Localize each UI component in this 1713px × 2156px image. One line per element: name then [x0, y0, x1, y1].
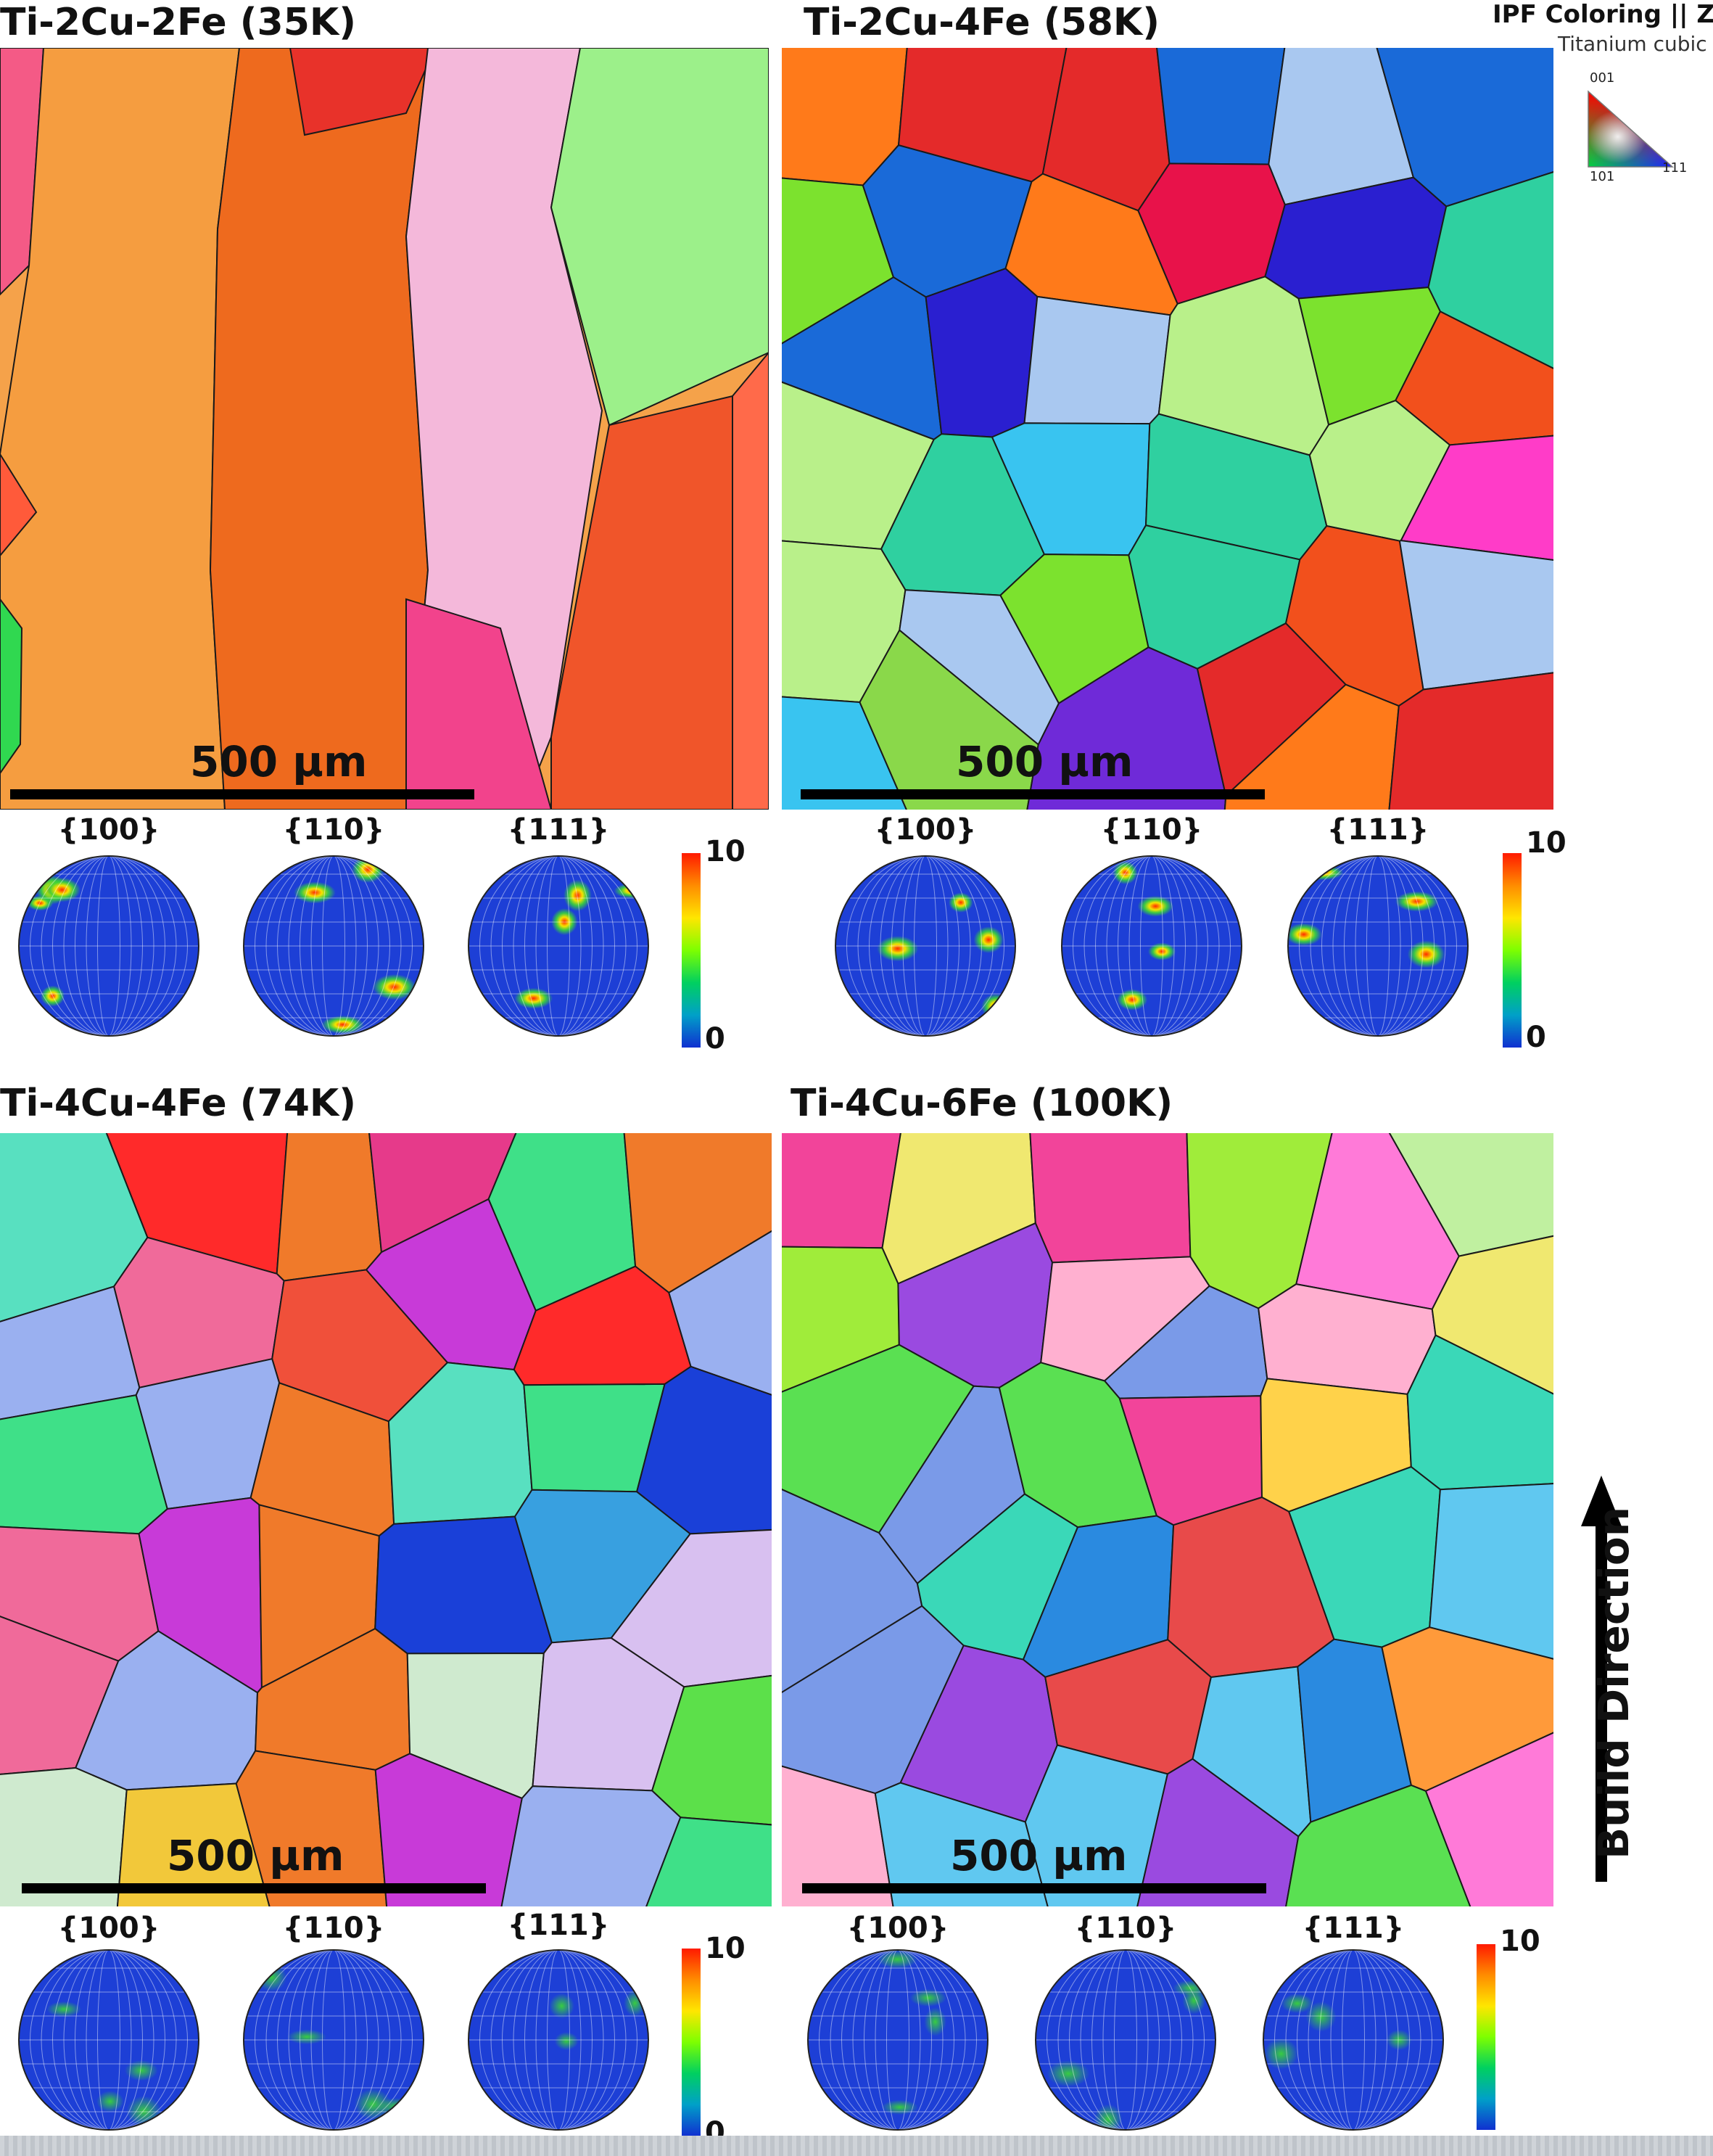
- grain: [0, 598, 23, 775]
- pole-figure-label-110: {110}: [1074, 1912, 1177, 1945]
- grain: [0, 48, 241, 810]
- panel-title: Ti-2Cu-4Fe (58K): [804, 1, 1160, 44]
- scale-bar-label: 500 µm: [190, 737, 368, 786]
- grain-map: [0, 48, 769, 810]
- grain: [550, 48, 769, 427]
- pole-figure-111: [468, 855, 649, 1037]
- grain: [209, 48, 429, 810]
- scale-bar-label: 500 µm: [167, 1831, 344, 1880]
- panel-title: Ti-4Cu-4Fe (74K): [0, 1082, 356, 1125]
- pole-figure-100: [18, 1949, 199, 2131]
- scale-bar-label: 500 µm: [950, 1831, 1128, 1880]
- pole-figure-label-110: {110}: [282, 1912, 385, 1945]
- ebsd-map-ti-4cu-6fe: 500 µm: [782, 1133, 1553, 1906]
- pole-figure-110: [243, 855, 424, 1037]
- ebsd-map-ti-2cu-4fe: 500 µm: [782, 48, 1553, 810]
- pole-figure-label-100: {100}: [874, 813, 977, 847]
- scale-bar: [10, 789, 474, 799]
- pole-figure-label-111: {111}: [1326, 813, 1429, 847]
- grain: [0, 453, 38, 557]
- pole-figure-label-110: {110}: [282, 813, 385, 847]
- grain: [1029, 1133, 1192, 1264]
- grain: [550, 395, 733, 810]
- ebsd-map-ti-4cu-4fe: 500 µm: [0, 1133, 772, 1906]
- ipf-color-triangle: [1588, 90, 1674, 168]
- scale-bar-label: 500 µm: [956, 737, 1134, 786]
- pole-figure-110: [1035, 1949, 1216, 2131]
- build-direction-arrow-icon: [1581, 1476, 1622, 1882]
- panel-title: Ti-4Cu-6Fe (100K): [791, 1082, 1173, 1125]
- ipf-legend-title: IPF Coloring || Z0: [1493, 0, 1713, 29]
- pole-figure-100: [835, 855, 1016, 1037]
- grain: [276, 1133, 383, 1282]
- colorbar-max-label: 10: [1500, 1925, 1540, 1958]
- pole-figure-110: [1061, 855, 1242, 1037]
- pole-figure-100: [807, 1949, 988, 2131]
- ipf-legend-subtitle: Titanium cubic: [1558, 32, 1707, 56]
- colorbar-min-label: 0: [705, 1022, 725, 1056]
- colorbar-max-label: 10: [705, 1932, 746, 1965]
- grain: [732, 351, 769, 810]
- ipf-corner-111: 111: [1662, 160, 1688, 176]
- grain: [1388, 1133, 1553, 1257]
- intensity-colorbar: [1477, 1944, 1495, 2130]
- ipf-corner-101: 101: [1590, 169, 1615, 184]
- colorbar-max-label: 10: [705, 835, 746, 868]
- grain: [1156, 48, 1286, 165]
- grain: [1023, 295, 1171, 425]
- grain: [1424, 1732, 1553, 1906]
- pole-figure-label-100: {100}: [57, 1912, 160, 1945]
- pole-figure-label-100: {100}: [57, 813, 160, 847]
- intensity-colorbar: [682, 1949, 701, 2136]
- pole-figure-label-110: {110}: [1100, 813, 1203, 847]
- pole-figure-label-100: {100}: [846, 1912, 949, 1945]
- ipf-corner-001: 001: [1590, 70, 1615, 86]
- grain: [925, 268, 1039, 438]
- grain: [1431, 1235, 1553, 1395]
- intensity-colorbar: [682, 853, 701, 1048]
- ebsd-map-ti-2cu-2fe: 500 µm: [0, 48, 769, 810]
- grain: [1388, 672, 1553, 810]
- grain: [405, 598, 553, 810]
- pole-figure-label-111: {111}: [507, 1909, 610, 1942]
- pole-figure-label-111: {111}: [1302, 1912, 1405, 1945]
- scale-bar: [802, 1883, 1266, 1893]
- scale-bar: [22, 1883, 486, 1893]
- grain-map: [782, 1133, 1553, 1906]
- pole-figure-110: [243, 1949, 424, 2131]
- intensity-colorbar: [1503, 853, 1522, 1048]
- grain: [645, 1816, 772, 1906]
- grain: [289, 48, 437, 136]
- pole-figure-111: [1263, 1949, 1444, 2131]
- grain-map: [782, 48, 1553, 810]
- pole-figure-label-111: {111}: [507, 813, 610, 847]
- colorbar-min-label: 0: [1526, 1021, 1546, 1054]
- colorbar-max-label: 10: [1526, 826, 1567, 860]
- pole-figure-111: [468, 1949, 649, 2131]
- build-direction-label: Build Direction: [1589, 1506, 1638, 1860]
- pole-figure-100: [18, 855, 199, 1037]
- panel-title: Ti-2Cu-2Fe (35K): [0, 1, 356, 44]
- image-bottom-strip: [0, 2136, 1713, 2156]
- pole-figure-111: [1287, 855, 1469, 1037]
- scale-bar: [801, 789, 1265, 799]
- grain: [1398, 540, 1553, 691]
- grain-map: [0, 1133, 772, 1906]
- grain: [782, 1133, 901, 1249]
